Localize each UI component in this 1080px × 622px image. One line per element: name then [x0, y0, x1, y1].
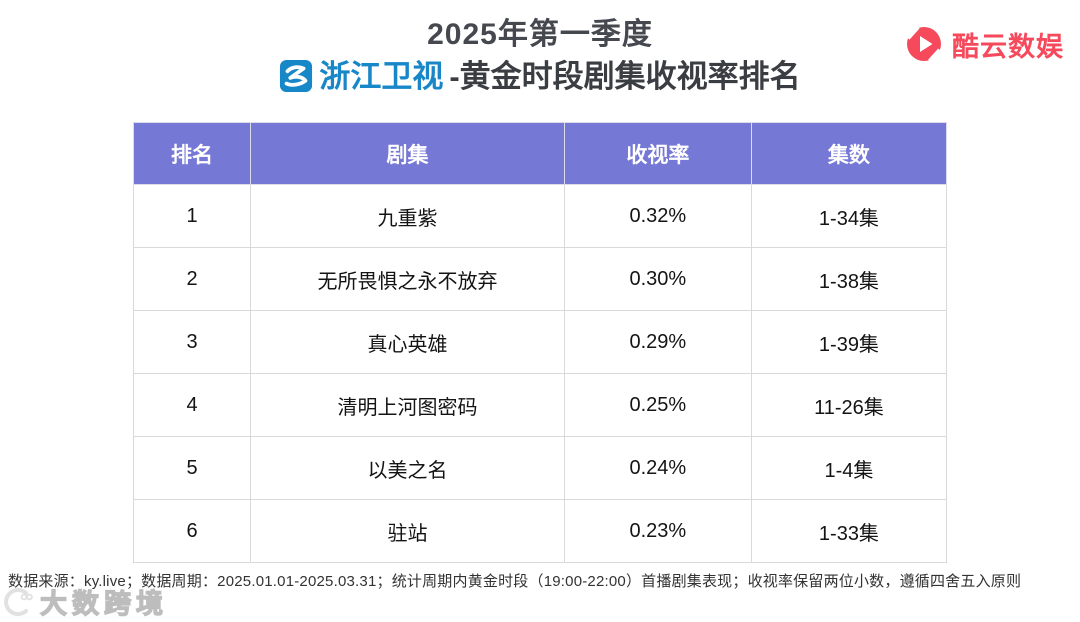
cell-drama-title: 驻站	[250, 499, 565, 563]
cell-episodes: 1-4集	[750, 436, 948, 500]
cell-rating: 0.32%	[563, 184, 752, 248]
table-row: 6 驻站 0.23% 1-33集	[132, 499, 948, 563]
cell-rank: 2	[132, 247, 252, 311]
table-row: 1 九重紫 0.32% 1-34集	[132, 184, 948, 248]
column-header-rating: 收视率	[563, 122, 752, 185]
cell-episodes: 1-38集	[750, 247, 948, 311]
data-source-note: 数据来源：ky.live；数据周期：2025.01.01-2025.03.31；…	[8, 573, 1022, 590]
cell-episodes: 1-34集	[750, 184, 948, 248]
brand-name: 酷云数娱	[952, 31, 1064, 62]
page-title-suffix: -黄金时段剧集收视率排名	[449, 58, 801, 94]
watermark-logo-icon	[4, 587, 34, 617]
ratings-table-grid: 排名 剧集 收视率 集数 1 九重紫 0.32% 1-34集 2 无所畏惧之永不…	[132, 122, 948, 563]
cell-drama-title: 无所畏惧之永不放弃	[250, 247, 565, 311]
cell-rating: 0.23%	[563, 499, 752, 563]
cell-rating: 0.24%	[563, 436, 752, 500]
channel-name: 浙江卫视	[319, 58, 444, 94]
kuyun-brand-logo: 酷云数娱	[904, 24, 1064, 64]
table-body: 1 九重紫 0.32% 1-34集 2 无所畏惧之永不放弃 0.30% 1-38…	[132, 184, 948, 563]
page-title-line2: 浙江卫视 -黄金时段剧集收视率排名	[0, 58, 1080, 95]
cell-episodes: 11-26集	[750, 373, 948, 437]
page-header: 2025年第一季度 浙江卫视 -黄金时段剧集收视率排名	[0, 0, 1080, 95]
cell-rank: 6	[132, 499, 252, 563]
table-row: 3 真心英雄 0.29% 1-39集	[132, 310, 948, 374]
table-header: 排名 剧集 收视率 集数	[132, 122, 948, 185]
cell-drama-title: 九重紫	[250, 184, 565, 248]
cell-drama-title: 清明上河图密码	[250, 373, 565, 437]
cell-rank: 1	[132, 184, 252, 248]
cell-rank: 5	[132, 436, 252, 500]
cell-rating: 0.29%	[563, 310, 752, 374]
table-header-row: 排名 剧集 收视率 集数	[132, 122, 948, 185]
column-header-rank: 排名	[132, 122, 252, 185]
table-row: 4 清明上河图密码 0.25% 11-26集	[132, 373, 948, 437]
column-header-drama: 剧集	[250, 122, 565, 185]
column-header-episodes: 集数	[750, 122, 948, 185]
table-row: 5 以美之名 0.24% 1-4集	[132, 436, 948, 500]
cell-drama-title: 以美之名	[250, 436, 565, 500]
page-title-line1: 2025年第一季度	[427, 18, 653, 51]
cell-rating: 0.25%	[563, 373, 752, 437]
ratings-table: 排名 剧集 收视率 集数 1 九重紫 0.32% 1-34集 2 无所畏惧之永不…	[132, 122, 948, 563]
cell-rank: 4	[132, 373, 252, 437]
cell-rank: 3	[132, 310, 252, 374]
cell-rating: 0.30%	[563, 247, 752, 311]
table-row: 2 无所畏惧之永不放弃 0.30% 1-38集	[132, 247, 948, 311]
cell-drama-title: 真心英雄	[250, 310, 565, 374]
cell-episodes: 1-39集	[750, 310, 948, 374]
cell-episodes: 1-33集	[750, 499, 948, 563]
zhejiang-tv-icon	[279, 59, 313, 93]
kuyun-logo-icon	[904, 24, 944, 64]
